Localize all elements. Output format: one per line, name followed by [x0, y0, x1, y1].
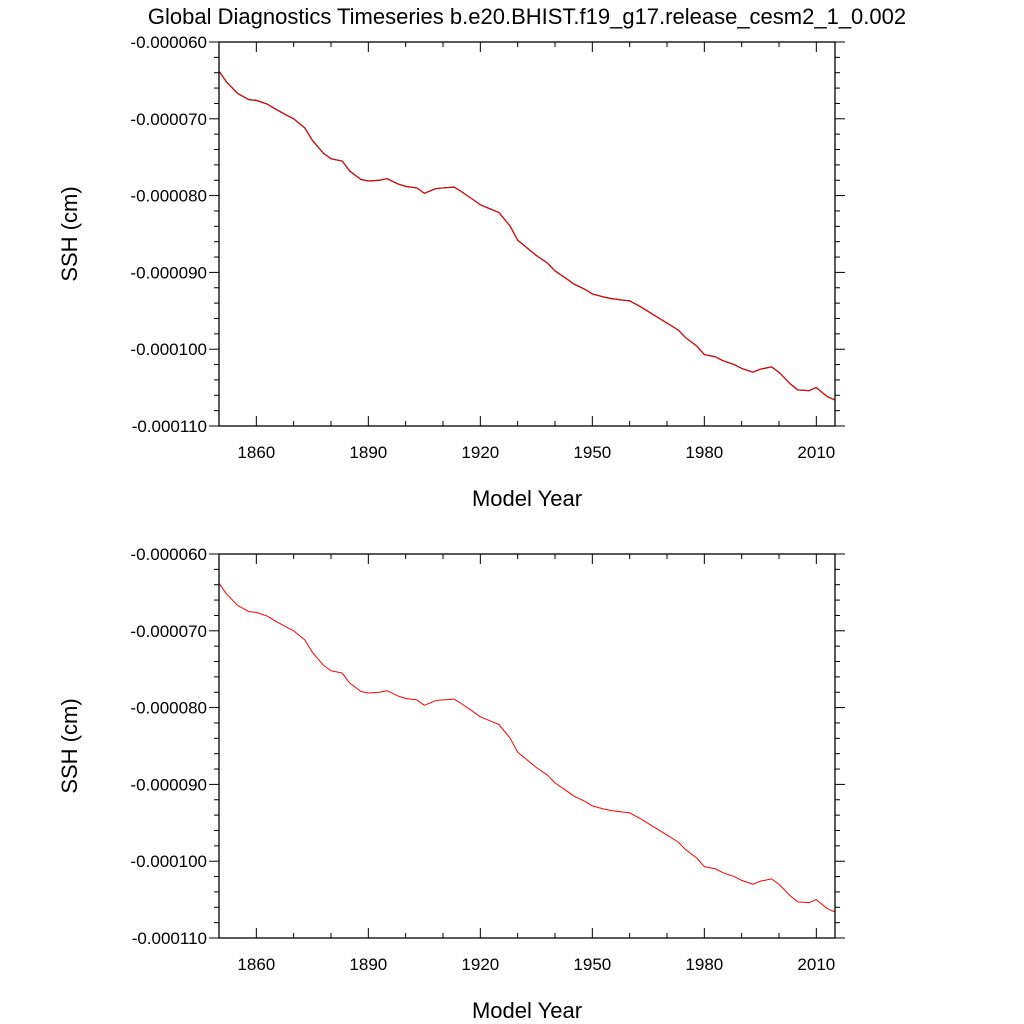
x-tick-label: 1980 — [685, 955, 723, 974]
x-tick-label: 1860 — [237, 955, 275, 974]
panel-bottom: 1860 1890 1920 1950 1980 2010 -0.000060 -0.0000… — [57, 545, 845, 1023]
series-line-monthly — [218, 70, 836, 401]
y-tick-label: -0.000070 — [130, 622, 207, 641]
y-tick-label: -0.000100 — [130, 852, 207, 871]
y-axis-label: SSH (cm) — [57, 186, 82, 281]
y-tick-label: -0.000060 — [130, 33, 207, 52]
series-line-smoothed — [218, 70, 836, 401]
x-axis-label: Model Year — [472, 486, 582, 511]
chart-title: Global Diagnostics Timeseries b.e20.BHIS… — [148, 4, 906, 29]
y-tick-label: -0.000080 — [130, 699, 207, 718]
y-tick-label: -0.000070 — [130, 110, 207, 129]
x-axis-label: Model Year — [472, 998, 582, 1023]
y-tick-label: -0.000110 — [132, 417, 207, 436]
x-tick-label: 2010 — [797, 955, 835, 974]
x-tick-label: 2010 — [797, 443, 835, 462]
x-tick-label: 1950 — [573, 443, 611, 462]
y-axis-label: SSH (cm) — [57, 698, 82, 793]
y-tick-label: -0.000110 — [132, 929, 207, 948]
x-tick-label: 1950 — [573, 955, 611, 974]
y-tick-label: -0.000090 — [130, 775, 207, 794]
plot-frame — [218, 553, 836, 939]
y-tick-label: -0.000080 — [130, 187, 207, 206]
y-tick-label: -0.000090 — [130, 263, 207, 282]
x-tick-label: 1890 — [349, 955, 387, 974]
x-tick-label: 1980 — [685, 443, 723, 462]
series-line-smoothed — [218, 582, 836, 913]
y-tick-label: -0.000060 — [130, 545, 207, 564]
x-tick-label: 1920 — [461, 955, 499, 974]
y-tick-label: -0.000100 — [130, 340, 207, 359]
panel-top: 1860 1890 1920 1950 1980 2010 -0.000060 -0.0000… — [57, 33, 845, 511]
plot-frame — [218, 41, 836, 427]
x-tick-label: 1890 — [349, 443, 387, 462]
x-tick-label: 1860 — [237, 443, 275, 462]
x-tick-label: 1920 — [461, 443, 499, 462]
